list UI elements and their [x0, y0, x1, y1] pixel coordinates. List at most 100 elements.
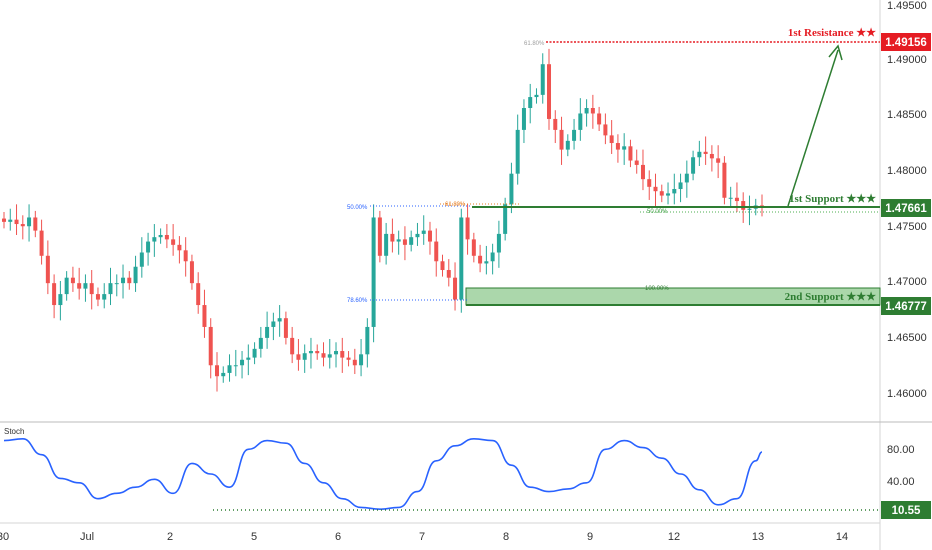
- candle-body: [640, 164, 645, 180]
- projection-arrow: [787, 49, 839, 207]
- y-tick-label: 1.46000: [887, 388, 927, 400]
- x-tick-label: 13: [752, 531, 764, 543]
- x-tick-label: 8: [503, 531, 509, 543]
- candle-body: [722, 162, 727, 198]
- candle-body: [64, 277, 69, 295]
- candle-body: [634, 160, 639, 165]
- candle-body: [365, 326, 370, 355]
- candle-body: [434, 241, 439, 262]
- candle-body: [572, 129, 577, 141]
- candle-body: [578, 113, 583, 130]
- second-support-price-tag: [881, 297, 931, 315]
- candle-body: [208, 326, 213, 366]
- candle-body: [352, 359, 357, 366]
- candle-body: [741, 201, 746, 210]
- candle-body: [133, 266, 138, 284]
- candle-body: [409, 237, 414, 245]
- candle-body: [615, 143, 620, 150]
- candle-body: [95, 294, 100, 300]
- candle-body: [283, 318, 288, 338]
- candle-body: [77, 283, 82, 289]
- fib-label: 100.00%: [645, 286, 669, 292]
- candle-body: [609, 135, 614, 144]
- candle-body: [590, 108, 595, 114]
- candle-body: [233, 365, 238, 367]
- y-tick-label: 1.49500: [887, 0, 927, 12]
- candle-body: [89, 283, 94, 295]
- candle-body: [196, 283, 201, 306]
- second-support-price-value: 1.46777: [885, 301, 927, 313]
- candle-body: [559, 129, 564, 150]
- x-tick-label: 14: [836, 531, 848, 543]
- candle-body: [459, 217, 464, 300]
- candle-body: [240, 359, 245, 366]
- candle-body: [515, 129, 520, 174]
- stoch-value: 10.55: [892, 505, 921, 517]
- resistance-price-tag: [881, 33, 931, 51]
- first-support-price-tag: [881, 199, 931, 217]
- candle-body: [252, 348, 257, 358]
- candle-body: [14, 219, 19, 225]
- candle-body: [346, 357, 351, 360]
- stoch-title: Stoch: [4, 427, 24, 436]
- candle-body: [465, 217, 470, 240]
- candle-body: [308, 351, 313, 354]
- candle-body: [227, 365, 232, 373]
- x-tick-label: 7: [419, 531, 425, 543]
- candle-body: [321, 353, 326, 358]
- fib-label: 61.80%: [524, 41, 545, 47]
- candle-body: [70, 277, 75, 284]
- resistance-price-value: 1.49156: [885, 37, 927, 49]
- candle-body: [108, 283, 113, 295]
- stoch-y-tick: 40.00: [887, 476, 915, 488]
- candle-body: [478, 255, 483, 264]
- candle-body: [684, 173, 689, 183]
- candle-body: [33, 217, 38, 231]
- candle-body: [258, 337, 263, 349]
- x-tick-label: 6: [335, 531, 341, 543]
- candle-body: [490, 252, 495, 262]
- y-tick-label: 1.48000: [887, 165, 927, 177]
- candle-body: [164, 234, 169, 240]
- candle-body: [340, 351, 345, 358]
- candle-body: [421, 230, 426, 234]
- candle-body: [8, 219, 13, 222]
- candle-body: [659, 191, 664, 196]
- price-axis: 1.49500 1.49000 1.48500 1.48000 1.47500 …: [887, 0, 927, 400]
- candle-body: [102, 294, 107, 300]
- fib-label: 50.00%: [347, 205, 368, 211]
- candle-body: [152, 237, 157, 242]
- candle-body: [521, 108, 526, 130]
- candle-body: [290, 337, 295, 355]
- candle-body: [484, 261, 489, 264]
- candle-body: [534, 94, 539, 98]
- fib-label: 50.00%: [647, 209, 668, 215]
- x-tick-label: 5: [251, 531, 257, 543]
- candle-body: [446, 270, 451, 278]
- x-tick-label: 30: [0, 531, 9, 543]
- candle-body: [716, 158, 721, 163]
- candle-body: [171, 239, 176, 245]
- candle-body: [58, 294, 63, 306]
- candle-body: [20, 224, 25, 227]
- candle-body: [158, 234, 163, 238]
- candle-body: [246, 357, 251, 360]
- fib-label: 61.80%: [445, 202, 466, 208]
- candle-body: [202, 305, 207, 327]
- candle-body: [453, 277, 458, 300]
- candle-body: [747, 208, 752, 210]
- candle-body: [384, 233, 389, 256]
- candle-body: [396, 239, 401, 242]
- candle-body: [390, 233, 395, 242]
- first-support-label: 1st Support ★★★: [789, 193, 876, 205]
- candle-body: [728, 197, 733, 199]
- candle-body: [271, 321, 276, 327]
- candle-body: [27, 217, 32, 227]
- arrow-head-icon: [828, 44, 843, 61]
- candle-body: [666, 193, 671, 196]
- candle-body: [221, 372, 226, 377]
- x-tick-label: Jul: [80, 531, 94, 543]
- candle-body: [127, 277, 132, 284]
- candle-body: [277, 318, 282, 322]
